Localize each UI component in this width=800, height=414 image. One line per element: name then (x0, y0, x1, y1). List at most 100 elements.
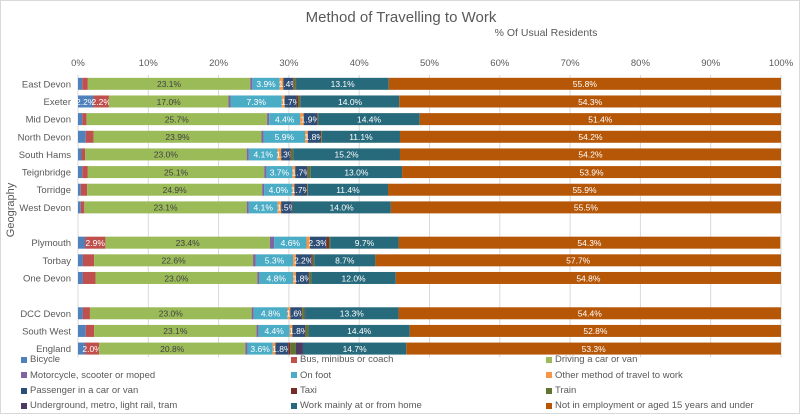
bar-segment (82, 113, 87, 126)
bar-segment (295, 166, 308, 179)
data-label: 14.7% (343, 344, 368, 354)
y-tick-label: East Devon (22, 79, 71, 90)
data-label: 1.9% (301, 114, 321, 124)
legend-label: Work mainly at or from home (300, 400, 422, 411)
bar-segment (293, 77, 296, 90)
data-label: 23.4% (176, 238, 201, 248)
data-label: 3.6% (250, 344, 270, 354)
bar-segment (277, 201, 282, 214)
data-label: 53.3% (582, 344, 607, 354)
data-label: 14.4% (347, 326, 372, 336)
bar-segment (290, 307, 302, 320)
bar-segment (78, 324, 86, 337)
data-label: 25.7% (165, 114, 190, 124)
data-label: 1.6% (286, 309, 306, 319)
bar-segment (263, 130, 306, 143)
bar-segment (305, 324, 309, 337)
data-label: 5.3% (265, 256, 285, 266)
bar-segment (307, 130, 321, 143)
data-label: 23.0% (164, 273, 189, 283)
data-label: 1.8% (289, 326, 309, 336)
bar-segment (390, 201, 781, 214)
data-label: 14.0% (330, 203, 355, 213)
bar-segment (287, 307, 291, 320)
x-tick-label: 30% (279, 58, 299, 69)
bar-segment (317, 113, 318, 126)
bar-segment (269, 236, 275, 249)
bar-segment (409, 324, 781, 337)
bar-segment (305, 130, 308, 143)
bar-segment (82, 271, 96, 284)
bar-segment (105, 236, 270, 249)
data-label: 1.7% (292, 167, 312, 177)
y-tick-label: England (36, 344, 71, 355)
bar-segment (78, 254, 83, 267)
bar-segment (288, 342, 291, 355)
bar-segment (230, 95, 282, 108)
data-label: 55.9% (572, 185, 597, 195)
data-label: 4.0% (269, 185, 289, 195)
bar-segment (93, 95, 109, 108)
data-label: 14.4% (357, 114, 382, 124)
data-label: 1.3% (276, 150, 296, 160)
data-label: 4.6% (281, 238, 301, 248)
data-label: 7.3% (247, 97, 267, 107)
legend-item: Bicycle (21, 354, 60, 365)
bar-segment (78, 95, 94, 108)
bar-segment (321, 130, 400, 143)
legend-swatch (291, 387, 297, 394)
y-tick-label: Plymouth (31, 238, 71, 249)
bar-segment (300, 95, 400, 108)
bar-segment (399, 95, 781, 108)
legend-swatch (291, 372, 297, 378)
legend-swatch (291, 356, 297, 363)
bar-segment (264, 183, 293, 196)
bar-segment (264, 166, 267, 179)
data-label: 4.8% (261, 309, 281, 319)
bar-segment (305, 324, 306, 337)
bar-segment (78, 113, 83, 126)
bar-segment (399, 130, 781, 143)
bar-segment (279, 77, 284, 90)
legend-item: Bus, minibus or coach (291, 354, 393, 365)
legend-label: Driving a car or van (555, 354, 638, 365)
x-tick-label: 10% (139, 58, 159, 69)
bar-segment (78, 201, 81, 214)
data-label: 2.9% (86, 238, 106, 248)
data-label: 2.2% (76, 97, 96, 107)
bar-segment (293, 77, 294, 90)
data-label: 8.7% (335, 256, 355, 266)
bar-segment (318, 113, 420, 126)
bar-segment (291, 148, 294, 161)
bar-segment (246, 148, 249, 161)
y-tick-label: South Hams (19, 150, 72, 161)
bar-segment (294, 183, 307, 196)
legend-label: Bicycle (30, 354, 61, 365)
bar-segment (108, 95, 229, 108)
bar-segment (262, 183, 265, 196)
bar-segment (78, 130, 86, 143)
bar-segment (87, 183, 263, 196)
bar-segment (251, 307, 254, 320)
bar-segment (258, 324, 290, 337)
bar-segment (399, 148, 781, 161)
data-label: 23.0% (159, 309, 184, 319)
data-label: 54.2% (578, 150, 603, 160)
bar-segment (281, 148, 291, 161)
bar-segment (93, 130, 262, 143)
data-label: 1.8% (293, 273, 313, 283)
bar-segment (255, 254, 294, 267)
bar-segment (78, 271, 83, 284)
bar-segment (398, 307, 781, 320)
legend-swatch (21, 402, 27, 409)
data-label: 1.4% (279, 79, 299, 89)
bar-segment (277, 148, 282, 161)
bar-segment (388, 183, 781, 196)
bar-segment (388, 77, 781, 90)
data-label: 13.1% (331, 79, 356, 89)
bar-segment (314, 254, 376, 267)
bar-segment (305, 307, 399, 320)
bar-segment (94, 324, 257, 337)
bar-segment (85, 130, 94, 143)
